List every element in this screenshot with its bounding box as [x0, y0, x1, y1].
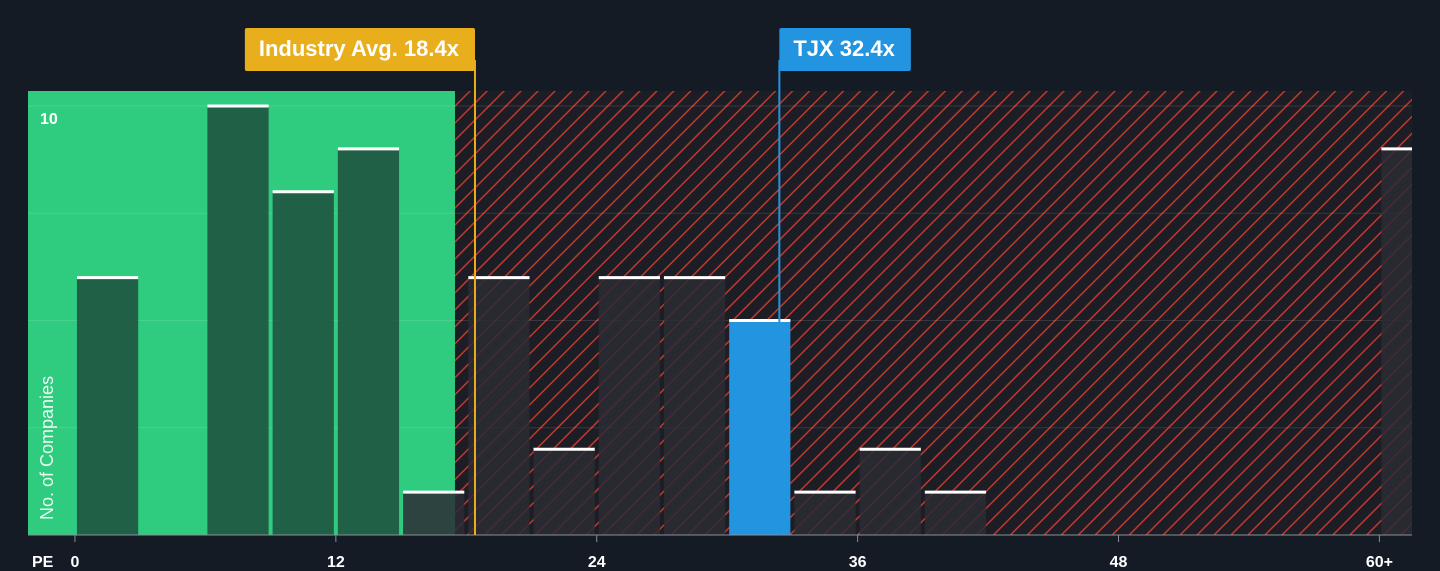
- bar: [468, 277, 530, 535]
- bar: [859, 449, 921, 535]
- bar: [337, 148, 400, 535]
- bar: [272, 191, 334, 535]
- bar: [76, 277, 139, 535]
- x-tick-label: 24: [588, 554, 606, 571]
- x-tick-label: 36: [849, 554, 867, 571]
- x-tick-label: 12: [327, 554, 345, 571]
- bars: [76, 104, 1412, 535]
- bar: [403, 492, 465, 535]
- bar: [207, 106, 269, 535]
- marker-label: Industry Avg. 18.4x: [259, 36, 460, 61]
- y-axis-label: No. of Companies: [37, 376, 57, 520]
- marker-box: [779, 28, 911, 71]
- bar: [794, 492, 856, 535]
- bar: [663, 277, 726, 535]
- overvalued-zone: [454, 91, 1412, 535]
- x-axis-label: PE: [32, 554, 54, 571]
- marker-label: TJX 32.4x: [793, 36, 895, 61]
- x-tick-label: 0: [71, 554, 80, 571]
- x-tick-label: 60+: [1366, 554, 1393, 571]
- bar: [729, 320, 791, 535]
- bar: [533, 449, 595, 535]
- bar: [1381, 148, 1412, 535]
- x-tick-label: 48: [1110, 554, 1128, 571]
- bar: [598, 277, 660, 535]
- y-tick-label: 10: [40, 111, 58, 128]
- bar: [924, 492, 987, 535]
- marker-box: [244, 28, 475, 71]
